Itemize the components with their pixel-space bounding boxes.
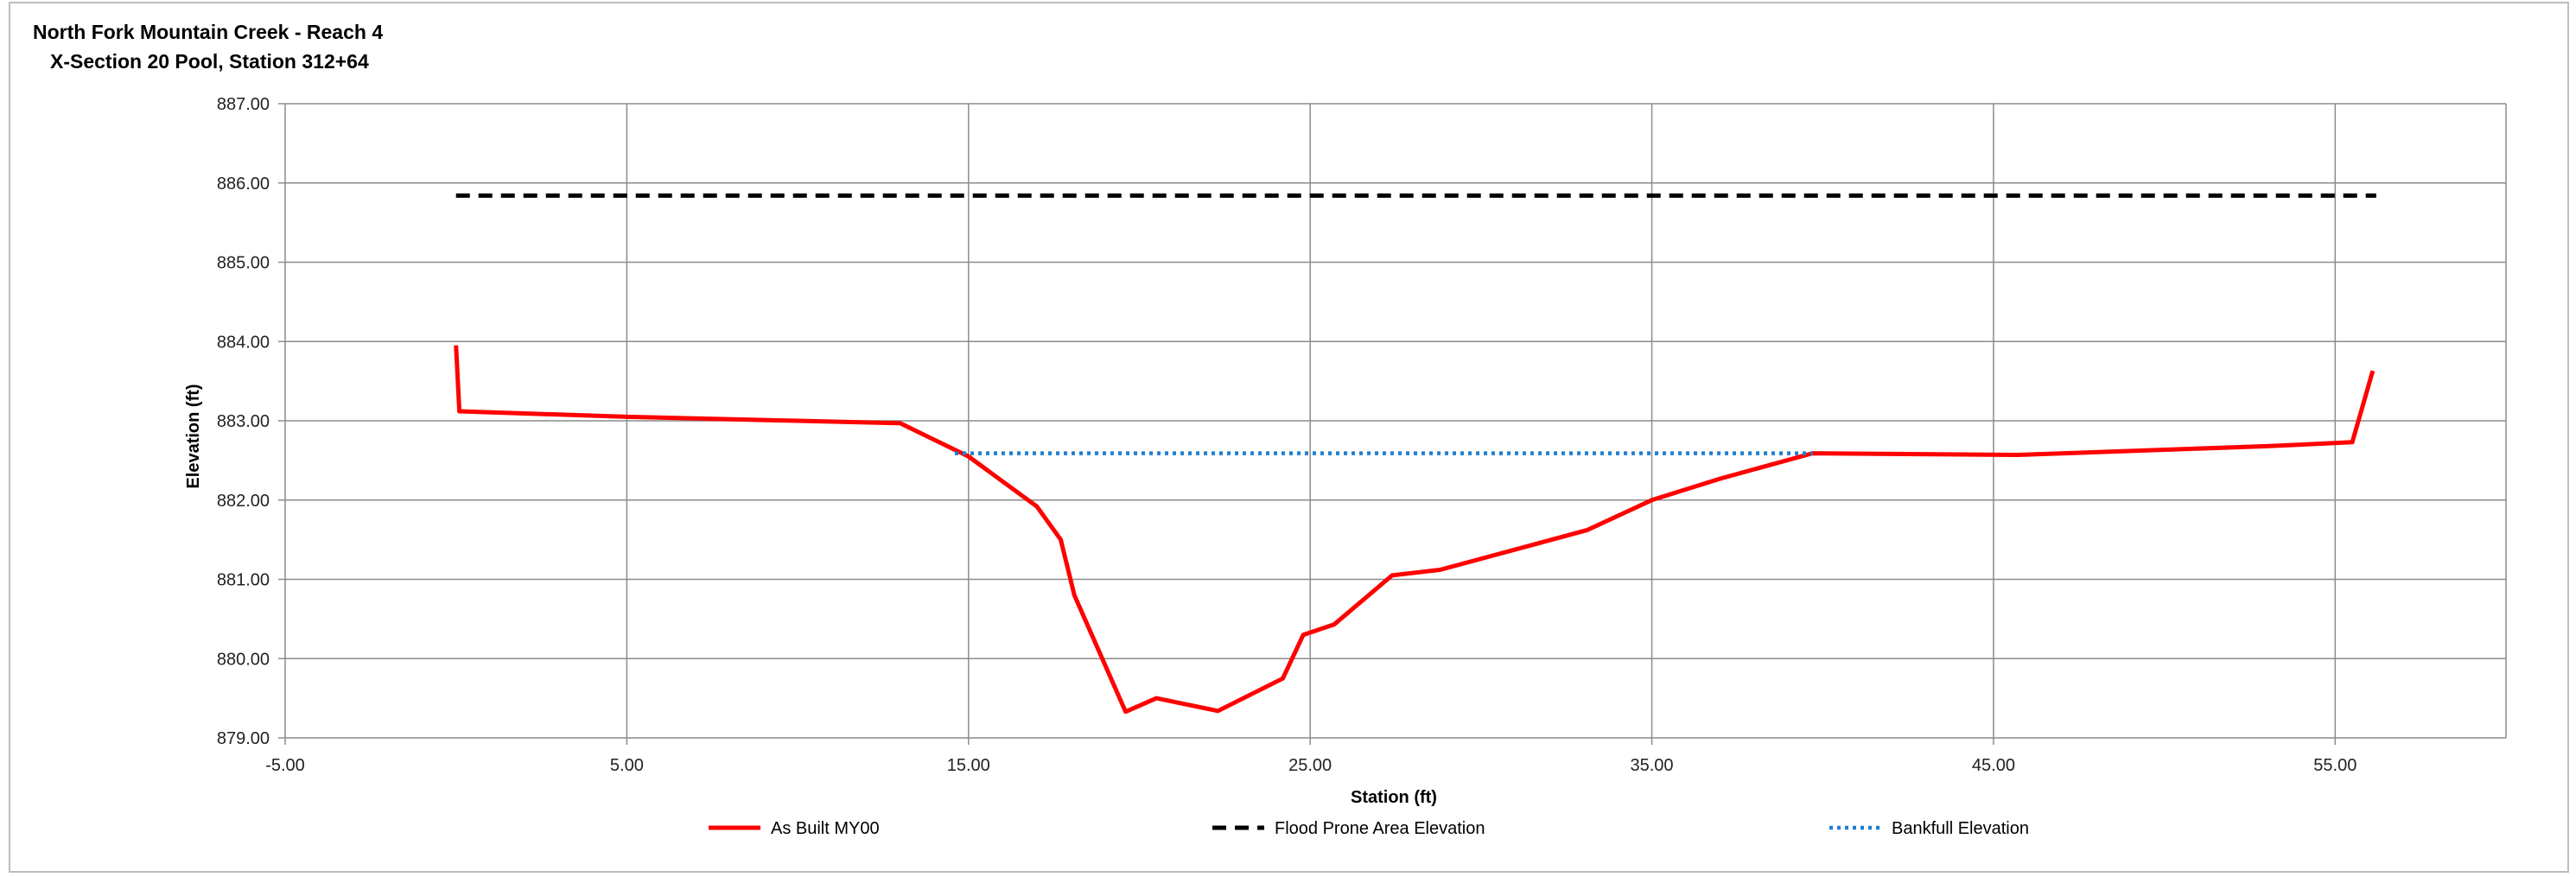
x-tick-label: 15.00 [947,756,990,775]
y-tick-label: 886.00 [217,175,270,194]
x-tick-label: 25.00 [1288,756,1332,775]
legend-label: Bankfull Elevation [1892,819,2029,838]
y-tick-label: 880.00 [217,650,270,669]
series-line-as-built-my00 [454,345,2376,715]
x-tick-label: -5.00 [265,756,305,775]
legend-label: As Built MY00 [771,819,880,838]
y-tick-label: 881.00 [217,571,270,590]
y-tick-label: 887.00 [217,95,270,114]
x-tick-label: 45.00 [1972,756,2015,775]
tick-labels: 879.00 880.00 881.00 882.00 883.00 884.00 885.… [217,95,2357,775]
chart-title-line-2: X-Section 20 Pool, Station 312+64 [50,50,369,73]
legend-label: Flood Prone Area Elevation [1275,819,1485,838]
series-layer [454,193,2376,715]
legend: As Built MY00 Flood Prone Area Elevation B… [709,819,2029,838]
y-tick-label: 884.00 [217,333,270,352]
y-tick-label: 885.00 [217,254,270,273]
y-axis-title: Elevation (ft) [184,384,203,488]
x-axis-title: Station (ft) [1351,788,1437,807]
x-tick-label: 35.00 [1631,756,1674,775]
x-tick-label: 55.00 [2313,756,2357,775]
y-tick-label: 879.00 [217,729,270,748]
y-tick-label: 882.00 [217,492,270,511]
grid-layer [278,103,2507,745]
chart-frame [9,2,2569,873]
y-tick-label: 883.00 [217,412,270,431]
chart-title-line-1: North Fork Mountain Creek - Reach 4 [33,21,384,43]
chart-title: North Fork Mountain Creek - Reach 4 X-Se… [33,17,383,76]
x-tick-label: 5.00 [610,756,644,775]
